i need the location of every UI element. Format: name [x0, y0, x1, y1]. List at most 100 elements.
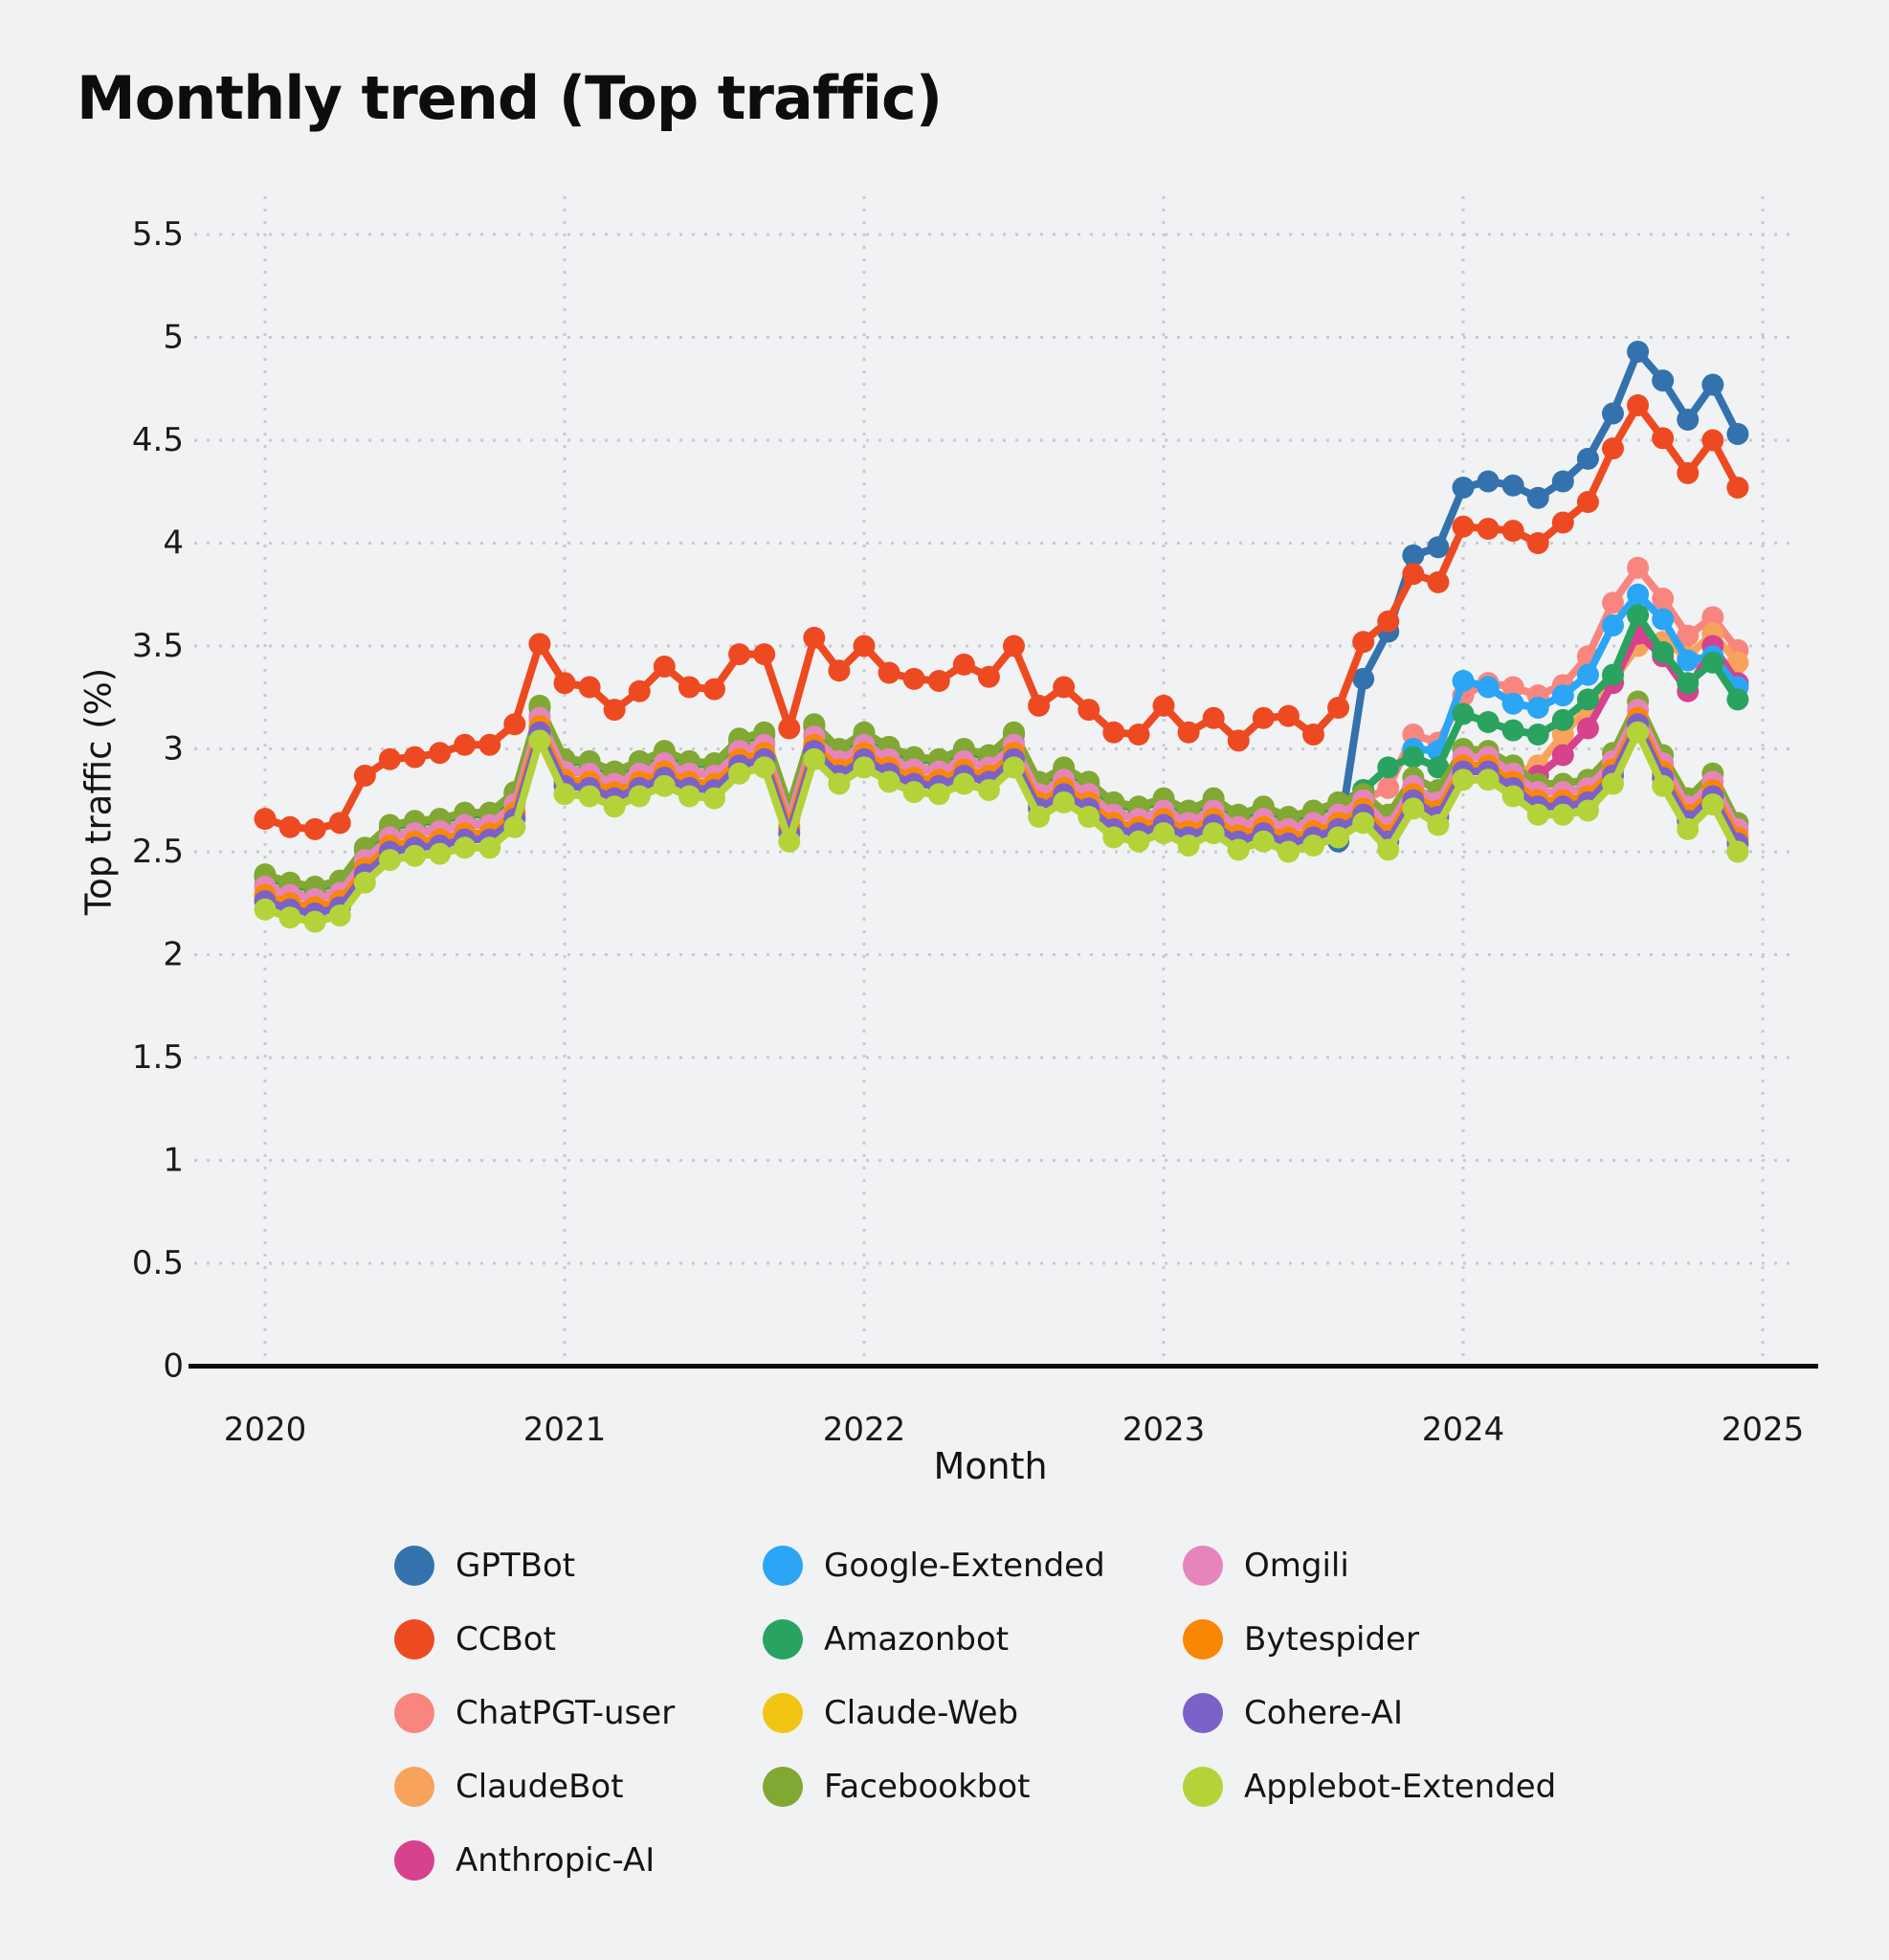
data-point [1726, 423, 1749, 446]
data-point [1277, 840, 1300, 863]
data-point [1677, 649, 1700, 672]
y-tick-label: 3 [163, 730, 184, 768]
data-point [503, 815, 526, 838]
data-point [1526, 803, 1549, 826]
data-point [1576, 799, 1599, 822]
data-point [1501, 676, 1524, 699]
data-point [278, 815, 301, 838]
data-point [429, 742, 452, 765]
legend-item-gptbot: GPTBot [394, 1546, 575, 1586]
data-point [303, 910, 326, 933]
data-point [1526, 723, 1549, 746]
data-point [1427, 536, 1450, 559]
data-point [1677, 817, 1700, 840]
data-point [1452, 476, 1475, 499]
legend-swatch-icon [394, 1693, 434, 1733]
data-point [1302, 835, 1324, 858]
data-point [1053, 676, 1076, 699]
data-point [1028, 694, 1051, 717]
data-point [1177, 721, 1200, 744]
data-point [1127, 830, 1150, 853]
data-point [378, 849, 401, 872]
data-point [1501, 692, 1524, 715]
data-point [703, 787, 725, 810]
data-point [578, 785, 601, 808]
series-applebot-extended [254, 721, 1749, 933]
y-tick-label: 5.5 [132, 215, 184, 254]
data-point [1452, 768, 1475, 791]
y-tick-label: 3.5 [132, 627, 184, 665]
x-tick-label: 2023 [1122, 1411, 1206, 1449]
data-point [902, 667, 925, 690]
data-point [1726, 476, 1749, 499]
x-tick-label: 2025 [1722, 1411, 1805, 1449]
data-point [1501, 520, 1524, 543]
data-point [378, 747, 401, 770]
data-point [803, 747, 826, 770]
legend-item-google-extended: Google-Extended [763, 1546, 1105, 1586]
legend-label: Claude-Web [824, 1694, 1019, 1732]
data-point [1576, 717, 1599, 740]
data-point [1677, 672, 1700, 695]
data-point [1078, 699, 1100, 722]
x-tick-label: 2020 [224, 1411, 307, 1449]
data-point [1701, 793, 1724, 816]
data-point [254, 808, 277, 831]
data-point [1501, 785, 1524, 808]
data-point [1701, 373, 1724, 396]
data-point [1701, 606, 1724, 629]
legend-label: GPTBot [456, 1547, 576, 1585]
data-point [753, 643, 776, 666]
legend-label: Facebookbot [824, 1768, 1031, 1806]
data-point [1627, 721, 1650, 744]
data-point [1602, 437, 1624, 460]
data-point [1477, 470, 1500, 493]
legend-swatch-icon [763, 1693, 803, 1733]
data-point [1377, 610, 1400, 633]
x-axis-title: Month [933, 1445, 1048, 1487]
data-point [1677, 409, 1700, 431]
data-point [429, 842, 452, 865]
legend-label: Google-Extended [824, 1547, 1105, 1585]
data-point [1652, 608, 1675, 631]
data-point [927, 783, 950, 806]
data-point [1652, 588, 1675, 611]
data-point [1477, 768, 1500, 791]
legend-swatch-icon [1183, 1693, 1223, 1733]
data-point [1377, 838, 1400, 861]
data-point [1576, 688, 1599, 711]
data-point [753, 756, 776, 779]
data-point [1602, 591, 1624, 614]
data-point [1352, 667, 1375, 690]
data-point [1501, 474, 1524, 497]
data-point [1152, 694, 1175, 717]
data-point [1227, 838, 1250, 861]
legend-label: Amazonbot [824, 1620, 1010, 1659]
data-point [478, 836, 501, 859]
data-point [952, 653, 975, 676]
data-point [1602, 402, 1624, 425]
data-point [1327, 697, 1350, 719]
data-point [528, 729, 551, 752]
data-point [1627, 604, 1650, 627]
data-point [328, 812, 351, 835]
legend-label: CCBot [456, 1620, 556, 1659]
data-point [454, 733, 477, 756]
data-point [553, 672, 576, 695]
data-point [1327, 826, 1350, 849]
data-point [1551, 803, 1574, 826]
data-point [1028, 805, 1051, 828]
legend-swatch-icon [763, 1546, 803, 1586]
legend-swatch-icon [1183, 1546, 1223, 1586]
legend-item-claude-web: Claude-Web [763, 1693, 1018, 1733]
data-point [1602, 772, 1624, 795]
legend-label: ChatPGT-user [456, 1694, 676, 1732]
legend-swatch-icon [1183, 1767, 1223, 1807]
data-point [878, 661, 900, 684]
data-point [952, 772, 975, 795]
data-point [1726, 651, 1749, 674]
data-point [1078, 805, 1100, 828]
data-point [678, 676, 700, 699]
data-point [1003, 635, 1025, 657]
